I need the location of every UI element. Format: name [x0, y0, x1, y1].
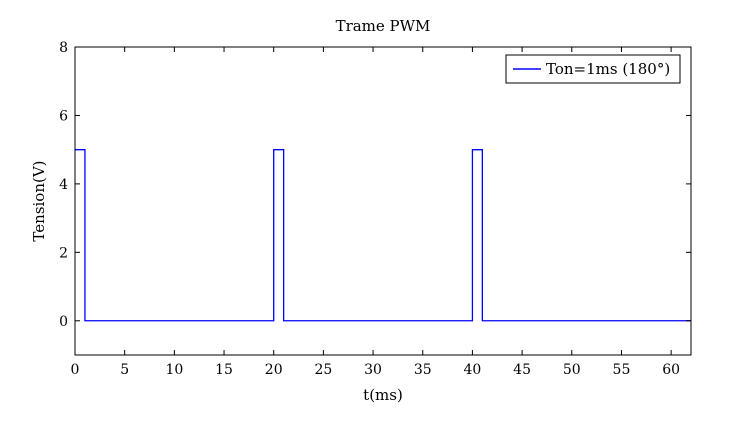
x-tick-label: 15 [215, 362, 233, 378]
x-tick-label: 25 [314, 362, 332, 378]
x-tick-label: 60 [662, 362, 680, 378]
y-tick-label: 2 [59, 245, 68, 261]
x-tick-label: 45 [513, 362, 531, 378]
series-line-0 [75, 149, 691, 322]
x-axis-label: t(ms) [363, 386, 403, 404]
y-tick-label: 4 [59, 177, 68, 193]
x-axis: 0 5 10 15 20 25 30 35 40 45 50 55 60 [71, 47, 680, 378]
plot-frame [74, 46, 692, 356]
y-axis-label: Tension(V) [30, 160, 48, 241]
x-tick-label: 50 [563, 362, 581, 378]
legend: Ton=1ms (180°) [505, 54, 681, 84]
x-tick-label: 35 [414, 362, 432, 378]
x-tick-label: 20 [265, 362, 283, 378]
y-tick-label: 8 [59, 40, 68, 56]
x-tick-label: 40 [464, 362, 482, 378]
y-tick-label: 0 [59, 314, 68, 330]
chart-title: Trame PWM [336, 17, 431, 35]
x-tick-label: 55 [613, 362, 631, 378]
y-tick-label: 6 [59, 108, 68, 124]
x-tick-label: 10 [165, 362, 183, 378]
x-tick-label: 0 [71, 362, 80, 378]
x-tick-label: 5 [120, 362, 129, 378]
x-tick-label: 30 [364, 362, 382, 378]
plot-area [75, 149, 691, 322]
legend-entry-label: Ton=1ms (180°) [546, 60, 670, 78]
y-axis: 0 2 4 6 8 [59, 40, 691, 330]
